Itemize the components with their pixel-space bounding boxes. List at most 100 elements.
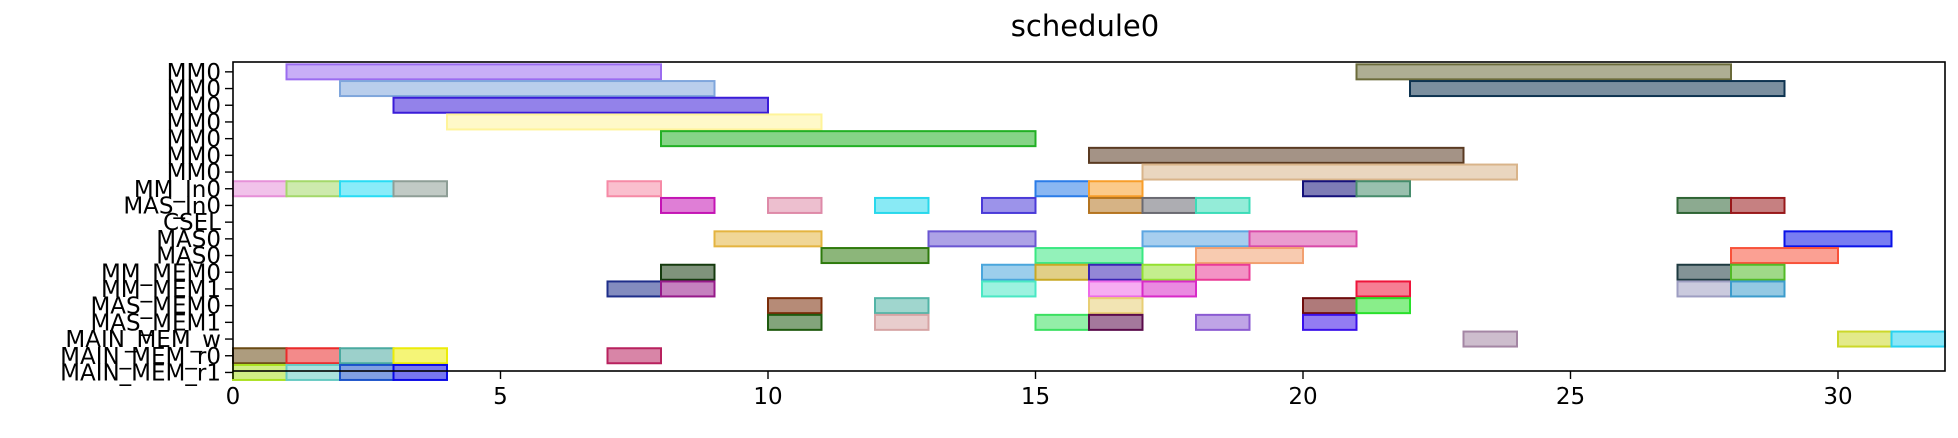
schedule-bar [1302,180,1358,198]
schedule-bar [660,196,716,214]
x-axis: 0 5 10 15 20 25 30 [226,371,1853,410]
schedule-bar [981,280,1037,298]
schedule-bar [1088,196,1144,214]
schedule-bar [767,196,823,214]
row-label: MM0 [167,77,221,103]
schedule-bar [232,180,288,198]
x-tick-label: 5 [493,384,508,410]
schedule-bar [1195,313,1251,331]
schedule-bar [1890,330,1946,348]
schedule-bar [1302,313,1358,331]
schedule-bar [232,347,288,365]
schedule-bar [1783,230,1893,248]
x-tick-label: 10 [753,384,782,410]
schedule-bar [1355,297,1411,315]
schedule-bar [1034,247,1144,265]
schedule-bar [1676,263,1732,281]
x-tick-label: 15 [1021,384,1050,410]
schedule-bar [1462,330,1518,348]
schedule-bar [713,230,823,248]
x-tick-label: 30 [1823,384,1852,410]
schedule-bar [285,63,662,81]
schedule-bar [1088,146,1465,164]
schedule-bar [1141,280,1197,298]
schedule-bar [1730,247,1839,265]
schedule-bar [1837,330,1893,348]
schedule-bar [1730,280,1786,298]
row-label: MM0 [167,60,221,86]
schedule-bar [927,230,1037,248]
schedule-bar [1302,297,1358,315]
schedule-bar [1088,313,1144,331]
schedule-bar [392,180,448,198]
schedule-bar [1141,196,1197,214]
schedule-bar [1088,297,1144,315]
x-tick-label: 20 [1288,384,1317,410]
schedule-bar [874,297,930,315]
row-label: MM_MEM1 [101,277,221,303]
schedule-bar [339,180,395,198]
schedule-bar [285,363,341,381]
x-tick-label: 0 [226,384,241,410]
chart-title: schedule0 [1011,9,1159,43]
schedule-bar [767,313,823,331]
schedule-bar [1141,263,1197,281]
row-label: MAS_MEM0 [90,294,221,320]
row-label: MAS0 [156,227,221,253]
schedule-bar [1355,280,1411,298]
row-label: MAS_MEM1 [90,310,221,336]
row-label: CSEL [163,210,221,236]
schedule-bar [1088,180,1144,198]
schedule-bar [446,113,823,131]
schedule-bar [1248,230,1358,248]
schedule-bar [874,313,930,331]
schedule-bar [1034,180,1090,198]
schedule-bar [1355,180,1411,198]
schedule-bar [606,280,662,298]
schedule-bar [392,347,448,365]
schedule-bar [1409,80,1786,98]
row-label: MM0 [167,110,221,136]
schedule-bar [606,347,662,365]
schedule-bar [339,347,395,365]
schedule-bar [285,180,341,198]
row-label: MM0 [167,93,221,119]
row-label: MAIN_MEM_w [65,327,221,353]
row-label: MAS0 [156,244,221,270]
schedule-bar [1355,63,1732,81]
schedule-bar [1195,263,1251,281]
schedule-bar [392,96,769,114]
row-label: MM_In0 [134,177,221,203]
schedule-bar [1676,196,1732,214]
row-label: MAS_In0 [123,193,221,219]
schedule-bar [1088,263,1144,281]
schedule-bar [820,247,930,265]
x-tick-label: 25 [1556,384,1585,410]
row-label: MM0 [167,143,221,169]
schedule-bar [767,297,823,315]
schedule-bar [981,196,1037,214]
schedule-bar [1034,313,1090,331]
schedule-bar [660,263,716,281]
schedule-bar [339,80,716,98]
row-label: MM_MEM0 [101,260,221,286]
schedule-bar [1676,280,1732,298]
schedule-bar [660,130,1037,148]
schedule-bar [1088,280,1144,298]
schedule-bar [606,180,662,198]
plot-frame [232,61,1946,372]
schedule-bar [285,347,341,365]
row-label: MM0 [167,127,221,153]
schedule-bar [1141,163,1518,181]
schedule-bar [232,363,288,381]
schedule-bar [1034,263,1090,281]
row-label: MAIN_MEM_r0 [60,344,221,370]
schedule-bar [1730,196,1786,214]
schedule-bar [1195,247,1304,265]
schedule-bar [1141,230,1251,248]
bars-layer [232,63,1946,381]
row-label: MAIN_MEM_r1 [60,360,221,386]
schedule-bar [981,263,1037,281]
row-label: MM0 [167,160,221,186]
